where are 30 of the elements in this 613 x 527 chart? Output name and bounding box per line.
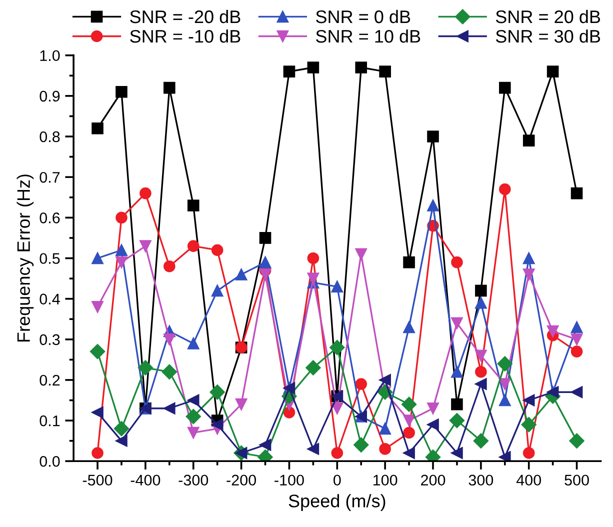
y-tick-label: 0.0 xyxy=(40,456,60,467)
y-tick-label: 0.7 xyxy=(40,172,60,183)
legend-label: SNR = 20 dB xyxy=(496,10,600,24)
x-tick-label: -400 xyxy=(130,474,160,486)
y-tick-label: 0.6 xyxy=(40,212,60,224)
y-tick-label: 0.1 xyxy=(40,415,60,426)
legend-label: SNR = 30 dB xyxy=(496,29,600,43)
x-tick-label: -100 xyxy=(274,474,304,486)
legend-label: SNR = -20 dB xyxy=(130,10,240,24)
y-tick-label: 1.0 xyxy=(40,50,60,62)
x-tick-label: 400 xyxy=(516,474,541,486)
y-tick-label: 0.8 xyxy=(40,131,60,142)
x-tick-label: 0 xyxy=(334,474,341,486)
legend-label: SNR = 0 dB xyxy=(316,10,410,24)
x-tick-label: -300 xyxy=(178,474,208,486)
x-tick-label: 100 xyxy=(373,474,398,486)
x-tick-label: -500 xyxy=(82,474,112,486)
y-axis-title: Frequency Error (Hz) xyxy=(16,174,34,342)
x-tick-label: 200 xyxy=(421,474,446,486)
y-tick-label: 0.2 xyxy=(40,374,60,386)
legend-label: SNR = 10 dB xyxy=(316,29,420,43)
y-tick-label: 0.5 xyxy=(40,253,60,264)
y-tick-label: 0.4 xyxy=(40,294,60,304)
x-tick-label: -200 xyxy=(226,474,256,486)
x-tick-label: 300 xyxy=(468,474,494,486)
y-tick-label: 0.9 xyxy=(40,90,60,102)
x-axis-title: Speed (m/s) xyxy=(288,494,386,511)
x-tick-label: 500 xyxy=(564,474,589,486)
y-tick-label: 0.3 xyxy=(40,334,60,346)
legend-label: SNR = -10 dB xyxy=(130,29,240,43)
